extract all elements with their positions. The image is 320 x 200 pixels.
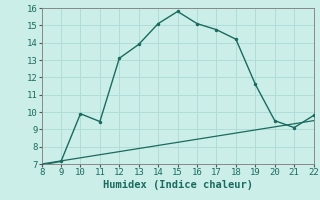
X-axis label: Humidex (Indice chaleur): Humidex (Indice chaleur) bbox=[103, 180, 252, 190]
